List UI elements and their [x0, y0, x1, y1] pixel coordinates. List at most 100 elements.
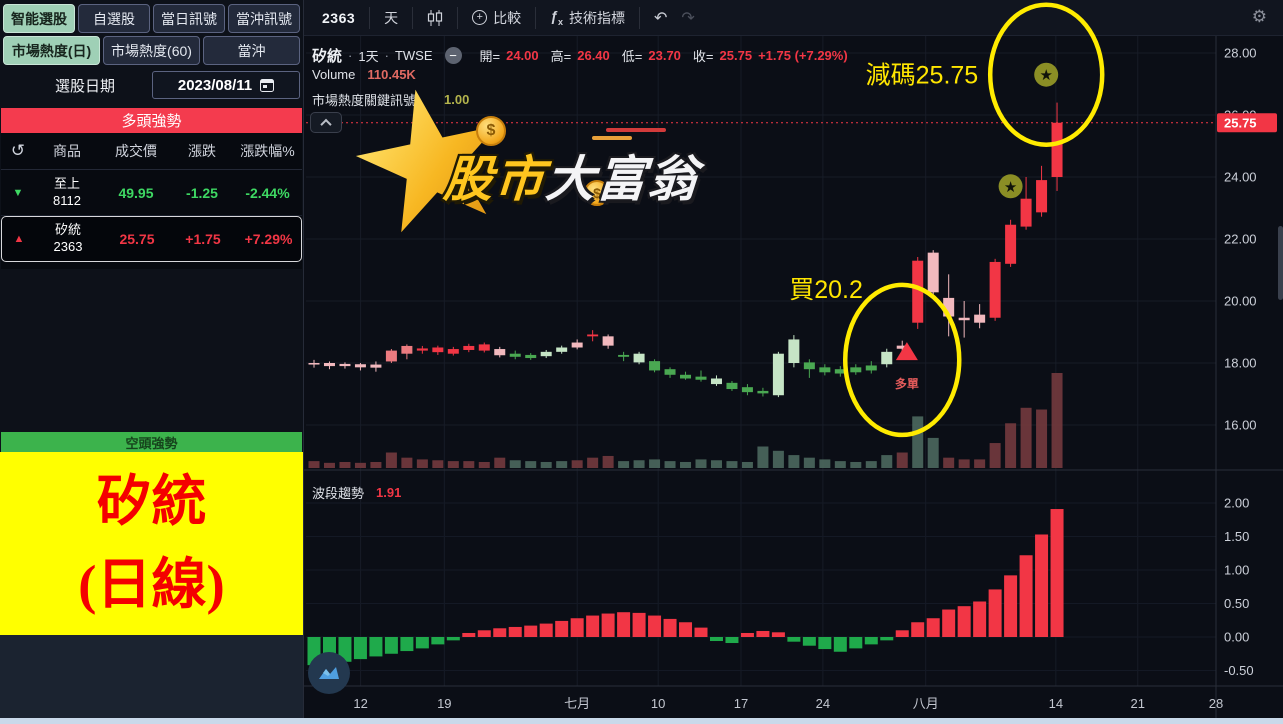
svg-text:16.00: 16.00: [1224, 418, 1257, 433]
redo-icon[interactable]: ↷: [681, 9, 695, 27]
compare-button[interactable]: + 比較: [472, 8, 521, 28]
stock-change-pct: +7.29%: [244, 231, 293, 247]
bear-strong-header: 空頭強勢: [1, 432, 302, 452]
svg-text:24: 24: [816, 696, 830, 711]
tab-market-heat-day[interactable]: 市場熱度(日): [3, 36, 100, 65]
tab-day-signal[interactable]: 當日訊號: [153, 4, 225, 33]
svg-text:2.00: 2.00: [1224, 496, 1249, 511]
chart-toolbar: 2363 天 + 比較 ƒx 技術指標: [304, 0, 1283, 36]
up-arrow-icon: ▲: [13, 233, 25, 245]
svg-text:26.00: 26.00: [1224, 108, 1257, 123]
interval-button[interactable]: 天: [384, 9, 399, 26]
col-change: 漲跌: [188, 143, 216, 159]
tab-daytrade[interactable]: 當沖: [203, 36, 300, 65]
speed-line: [592, 136, 632, 140]
indicators-button[interactable]: ƒx 技術指標: [550, 8, 625, 27]
svg-text:10: 10: [651, 696, 665, 711]
high-label: 高=: [550, 49, 572, 64]
legend-symbol[interactable]: 矽統: [312, 48, 343, 65]
calendar-icon: [260, 78, 275, 92]
volume-label: Volume: [312, 67, 356, 82]
svg-text:18.00: 18.00: [1224, 356, 1257, 371]
ticker-name: 矽統: [96, 471, 207, 532]
date-picker[interactable]: 2023/08/11: [152, 71, 300, 99]
coin-icon: $: [584, 180, 610, 206]
svg-text:25.75: 25.75: [1224, 115, 1257, 130]
table-header: ↺ 商品 成交價 漲跌 漲跌幅%: [1, 133, 302, 170]
hide-series-icon[interactable]: −: [444, 47, 462, 64]
signal-label: 市場熱度關鍵訊號: [312, 93, 417, 108]
date-row: 選股日期 2023/08/11: [3, 70, 300, 100]
svg-text:28: 28: [1209, 696, 1223, 711]
svg-text:19: 19: [437, 696, 451, 711]
ticker-callout: 矽統 (日線): [0, 452, 303, 635]
legend-exchange: TWSE: [394, 48, 433, 63]
svg-text:多單: 多單: [895, 376, 919, 391]
stock-name: 矽統 2363: [53, 222, 83, 254]
symbol-search[interactable]: 2363: [322, 9, 356, 26]
fx-icon: ƒx: [550, 8, 563, 27]
svg-text:★: ★: [1004, 179, 1017, 196]
plus-circle-icon: +: [472, 10, 488, 25]
vertical-scrollbar[interactable]: [1278, 226, 1283, 300]
col-price: 成交價: [115, 143, 157, 159]
undo-icon[interactable]: ↶: [653, 9, 668, 27]
svg-text:1.50: 1.50: [1224, 529, 1249, 544]
volume-value: 110.45K: [367, 67, 416, 82]
stock-change: -1.25: [186, 184, 218, 201]
low-value: 23.70: [648, 48, 681, 63]
speed-line: [606, 128, 666, 132]
legend-interval: 1天: [358, 49, 379, 64]
volume-legend: Volume 110.45K: [312, 67, 416, 82]
trend-legend: 波段趨勢 1.91: [312, 483, 401, 502]
gear-icon[interactable]: ⚙: [1251, 7, 1267, 26]
close-value: 25.75: [719, 48, 753, 63]
window-bottom-strip: [0, 718, 1283, 724]
down-arrow-icon: ▼: [12, 186, 24, 199]
date-label: 選股日期: [55, 77, 116, 95]
main-legend: 矽統 · 1天 · TWSE − 開= 24.00 高= 26.40 低= 23.70…: [312, 45, 848, 66]
svg-text:八月: 八月: [913, 696, 939, 711]
stock-price: 25.75: [119, 231, 155, 247]
candle-style-button[interactable]: [427, 9, 443, 27]
ticker-timeframe: (日線): [78, 553, 225, 615]
svg-text:24.00: 24.00: [1224, 170, 1257, 185]
refresh-icon[interactable]: ↺: [10, 141, 26, 160]
svg-text:17: 17: [734, 696, 748, 711]
stock-change-pct: -2.44%: [245, 184, 290, 201]
date-value: 2023/08/11: [177, 76, 253, 94]
svg-text:0.00: 0.00: [1224, 630, 1249, 645]
svg-text:12: 12: [353, 696, 367, 711]
tab-market-heat-60[interactable]: 市場熱度(60): [103, 36, 200, 65]
tab-watchlist[interactable]: 自選股: [78, 4, 150, 33]
tab-daytrade-signal[interactable]: 當沖訊號: [228, 4, 300, 33]
sidebar-filler: [0, 635, 303, 718]
stock-name: 至上 8112: [53, 175, 81, 208]
tab-smart-select[interactable]: 智能選股: [3, 4, 75, 33]
collapse-pane-button[interactable]: [310, 112, 342, 133]
svg-text:七月: 七月: [564, 696, 590, 711]
table-row-8112[interactable]: ▼ 至上 8112 49.95 -1.25 -2.44%: [1, 170, 302, 216]
signal-value: 1.00: [444, 92, 470, 107]
chart-panel: 2363 天 + 比較 ƒx 技術指標: [303, 0, 1283, 718]
mountain-chart-icon: [319, 667, 339, 679]
stock-change: +1.75: [185, 231, 221, 247]
sidebar: 智能選股 自選股 當日訊號 當沖訊號 市場熱度(日) 市場熱度(60) 當沖 選…: [0, 0, 303, 718]
trend-label: 波段趨勢: [312, 486, 365, 501]
coin-icon: $: [476, 116, 506, 146]
svg-text:22.00: 22.00: [1224, 232, 1257, 247]
pane-chart-icon[interactable]: [308, 652, 350, 694]
svg-text:28.00: 28.00: [1224, 46, 1257, 61]
svg-text:21: 21: [1131, 696, 1145, 711]
change-value: +1.75 (+7.29%): [758, 48, 848, 63]
price-chart: ★ ★ 多單 減碼25.75 買20.2 28.00 26.00 24.00 22.00 20.0…: [304, 2, 1283, 718]
svg-text:買20.2: 買20.2: [789, 276, 863, 304]
bull-stock-table: ↺ 商品 成交價 漲跌 漲跌幅% ▼ 至上 8112 49.95 -1.25 -2…: [1, 133, 302, 269]
sidebar-tabs-row2: 市場熱度(日) 市場熱度(60) 當沖: [3, 36, 300, 65]
chevron-up-icon: [320, 118, 332, 130]
table-row-2363[interactable]: ▲ 矽統 2363 25.75 +1.75 +7.29%: [1, 216, 302, 262]
chart-body: ★ ★ 多單 減碼25.75 買20.2 28.00 26.00 24.00 22.00 20.0…: [304, 2, 1283, 718]
stock-price: 49.95: [118, 184, 154, 201]
close-label: 收=: [692, 49, 714, 64]
